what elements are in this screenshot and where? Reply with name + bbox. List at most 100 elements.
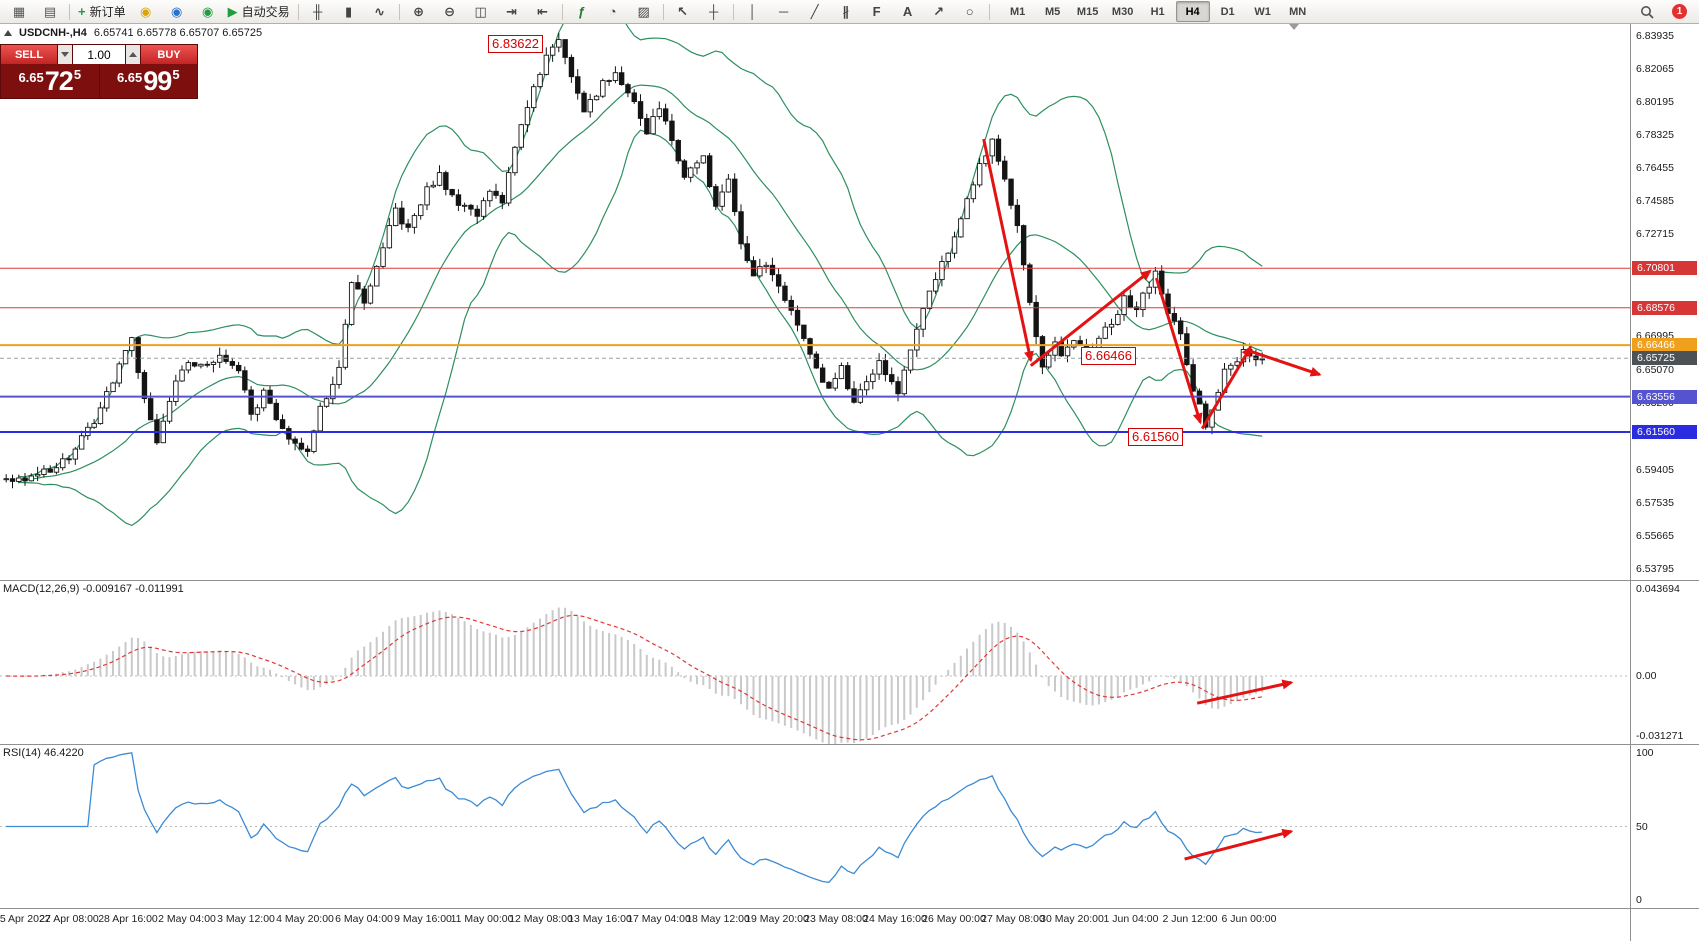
sell-price-point: 5: [73, 67, 82, 82]
tile-windows-button[interactable]: ◫: [466, 1, 496, 23]
line-chart-mode-icon: ∿: [374, 4, 386, 19]
periods-icon: ◔: [608, 4, 617, 19]
fibonacci-button[interactable]: F: [862, 1, 892, 23]
date-label: 27 Apr 08:00: [39, 913, 99, 925]
price-tick-label: 6.80195: [1636, 96, 1674, 108]
date-label: 25 Apr 2022: [0, 913, 51, 925]
arrows-tool-button[interactable]: ↗: [924, 1, 954, 23]
crosshair-icon: ┼: [709, 4, 719, 19]
indicators-button[interactable]: ƒ: [567, 1, 597, 23]
price-tag: 6.66466: [1632, 338, 1697, 352]
macd-axis-label: 0.043694: [1636, 583, 1680, 595]
volume-decrease-icon: [61, 52, 69, 57]
chart-annotation[interactable]: 6.66466: [1081, 347, 1136, 365]
timeframe-h1[interactable]: H1: [1150, 5, 1165, 18]
rsi-label: RSI(14) 46.4220: [3, 747, 84, 759]
macd-axis: 0.043694 0.00 -0.031271: [1631, 581, 1699, 744]
buy-button[interactable]: BUY: [141, 45, 197, 64]
timeframe-m15[interactable]: M15: [1076, 5, 1099, 18]
auto-trading-icon: ▶: [227, 4, 238, 19]
chart-annotation[interactable]: 6.61560: [1128, 428, 1183, 446]
market-watch-button[interactable]: ◉: [162, 1, 192, 23]
date-label: 27 May 08:00: [981, 913, 1045, 925]
date-label: 17 May 04:00: [627, 913, 691, 925]
vertical-line-button[interactable]: │: [738, 1, 768, 23]
toolbar-buttons: ▦ ▤ + 新订单 ◉ ◉ ◉ ▶ 自动交易 ╫ ▮ ∿ ⊕ ⊖ ◫ ⇥ ⇤ ƒ ◔ ▨ ↖ ┼ │ ─ ╱ ∦ F A ↗ ○: [4, 1, 993, 23]
line-chart-mode-button[interactable]: ∿: [365, 1, 395, 23]
shapes-tool-button[interactable]: ○: [955, 1, 985, 23]
trendline-button[interactable]: ╱: [800, 1, 830, 23]
text-tool-button[interactable]: A: [893, 1, 923, 23]
date-label: 6 Jun 00:00: [1221, 913, 1277, 925]
text-tool-icon: A: [902, 4, 913, 19]
timeframe-m5[interactable]: M5: [1044, 5, 1061, 18]
price-tag: 6.70801: [1632, 261, 1697, 275]
macd-label: MACD(12,26,9) -0.009167 -0.011991: [3, 583, 184, 595]
timeframe-d1[interactable]: D1: [1220, 5, 1235, 18]
chart-shift-button[interactable]: ⇤: [528, 1, 558, 23]
new-order-button[interactable]: + 新订单: [74, 1, 130, 23]
panel-separator[interactable]: [0, 580, 1699, 581]
date-label: 23 May 08:00: [804, 913, 868, 925]
timeframe-group: M1 M5 M15 M30 H1 H4 D1 W1 MN: [1001, 1, 1315, 22]
horizontal-line-icon: ─: [779, 4, 789, 19]
timeframe-mn[interactable]: MN: [1289, 5, 1307, 18]
macd-canvas[interactable]: [0, 581, 1630, 744]
crosshair-button[interactable]: ┼: [699, 1, 729, 23]
volume-increase-icon: [129, 52, 137, 57]
horizontal-line-button[interactable]: ─: [769, 1, 799, 23]
toolbar-separator: [732, 3, 734, 20]
date-label: 3 May 12:00: [217, 913, 275, 925]
mql5-community-button[interactable]: ◉: [131, 1, 161, 23]
chart-profiles-button[interactable]: ▤: [35, 1, 65, 23]
rsi-canvas[interactable]: [0, 745, 1630, 908]
toolbar-separator: [297, 3, 299, 20]
symbol-collapse-icon[interactable]: [4, 30, 12, 36]
metatrader-app-button[interactable]: ◉: [193, 1, 223, 23]
zoom-in-button[interactable]: ⊕: [404, 1, 434, 23]
date-label: 19 May 20:00: [745, 913, 809, 925]
buy-price-pips: 99: [143, 66, 172, 96]
timeframe-w1[interactable]: W1: [1254, 5, 1271, 18]
candlestick-mode-button[interactable]: ▮: [334, 1, 364, 23]
auto-trading-button[interactable]: ▶ 自动交易: [224, 1, 294, 23]
timeframe-m1[interactable]: M1: [1009, 5, 1026, 18]
cursor-button[interactable]: ↖: [668, 1, 698, 23]
volume-input[interactable]: [73, 45, 125, 64]
new-chart-button[interactable]: ▦: [4, 1, 34, 23]
search-icon[interactable]: [1632, 1, 1662, 23]
chart-annotation[interactable]: 6.83622: [488, 35, 543, 53]
sell-price[interactable]: 6.65 72 5: [1, 64, 99, 98]
periods-button[interactable]: ◔: [598, 1, 628, 23]
volume-increase-button[interactable]: [126, 45, 140, 64]
arrows-tool-icon: ↗: [933, 4, 945, 19]
buy-price[interactable]: 6.65 99 5: [98, 64, 198, 98]
auto-scroll-button[interactable]: ⇥: [497, 1, 527, 23]
price-tick-label: 6.76455: [1636, 162, 1674, 174]
new-order-label: 新订单: [89, 5, 126, 19]
bar-chart-mode-button[interactable]: ╫: [303, 1, 333, 23]
date-label: 9 May 16:00: [394, 913, 452, 925]
templates-button[interactable]: ▨: [629, 1, 659, 23]
mql5-community-icon: ◉: [139, 4, 152, 19]
date-label: 12 May 08:00: [509, 913, 573, 925]
panel-separator[interactable]: [0, 744, 1699, 745]
equidistant-channel-button[interactable]: ∦: [831, 1, 861, 23]
volume-decrease-button[interactable]: [58, 45, 72, 64]
price-tick-label: 6.55665: [1636, 530, 1674, 542]
axis-separator: [1630, 24, 1631, 941]
zoom-out-button[interactable]: ⊖: [435, 1, 465, 23]
vertical-line-icon: │: [748, 4, 757, 19]
panel-separator: [0, 908, 1699, 909]
equidistant-channel-icon: ∦: [842, 4, 849, 19]
timeframe-h4[interactable]: H4: [1175, 1, 1210, 22]
chart-profiles-icon: ▤: [43, 4, 57, 19]
auto-trading-label: 自动交易: [241, 5, 290, 19]
date-label: 30 May 20:00: [1040, 913, 1104, 925]
notification-badge[interactable]: 1: [1672, 4, 1687, 19]
price-tag: 6.63556: [1632, 390, 1697, 404]
timeframe-m30[interactable]: M30: [1111, 5, 1134, 18]
sell-button[interactable]: SELL: [1, 45, 57, 64]
main-chart-canvas[interactable]: [0, 24, 1630, 580]
